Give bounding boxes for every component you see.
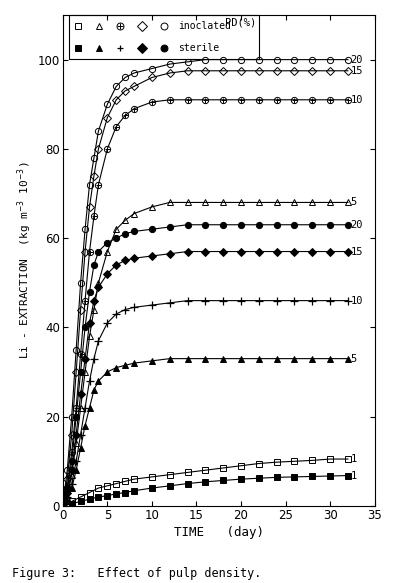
Text: sterile: sterile xyxy=(178,43,219,54)
Text: 1: 1 xyxy=(351,454,357,464)
Text: 20: 20 xyxy=(351,55,363,65)
Y-axis label: Li - EXTRACTION  (kg m$^{-3}$ 10$^{-3}$): Li - EXTRACTION (kg m$^{-3}$ 10$^{-3}$) xyxy=(15,161,34,359)
X-axis label: TIME   (day): TIME (day) xyxy=(174,526,264,539)
Text: 5: 5 xyxy=(351,354,357,364)
Text: Figure 3:   Effect of pulp density.: Figure 3: Effect of pulp density. xyxy=(12,567,261,580)
Text: 1: 1 xyxy=(351,470,357,480)
Bar xyxy=(69,15,259,59)
Text: 15: 15 xyxy=(351,66,363,76)
Text: 10: 10 xyxy=(351,95,363,105)
Text: 10: 10 xyxy=(351,296,363,305)
Text: inoclated: inoclated xyxy=(178,20,231,30)
Text: PD(%): PD(%) xyxy=(225,17,256,27)
Text: 5: 5 xyxy=(351,198,357,208)
Text: 20: 20 xyxy=(351,220,363,230)
Text: 15: 15 xyxy=(351,247,363,257)
